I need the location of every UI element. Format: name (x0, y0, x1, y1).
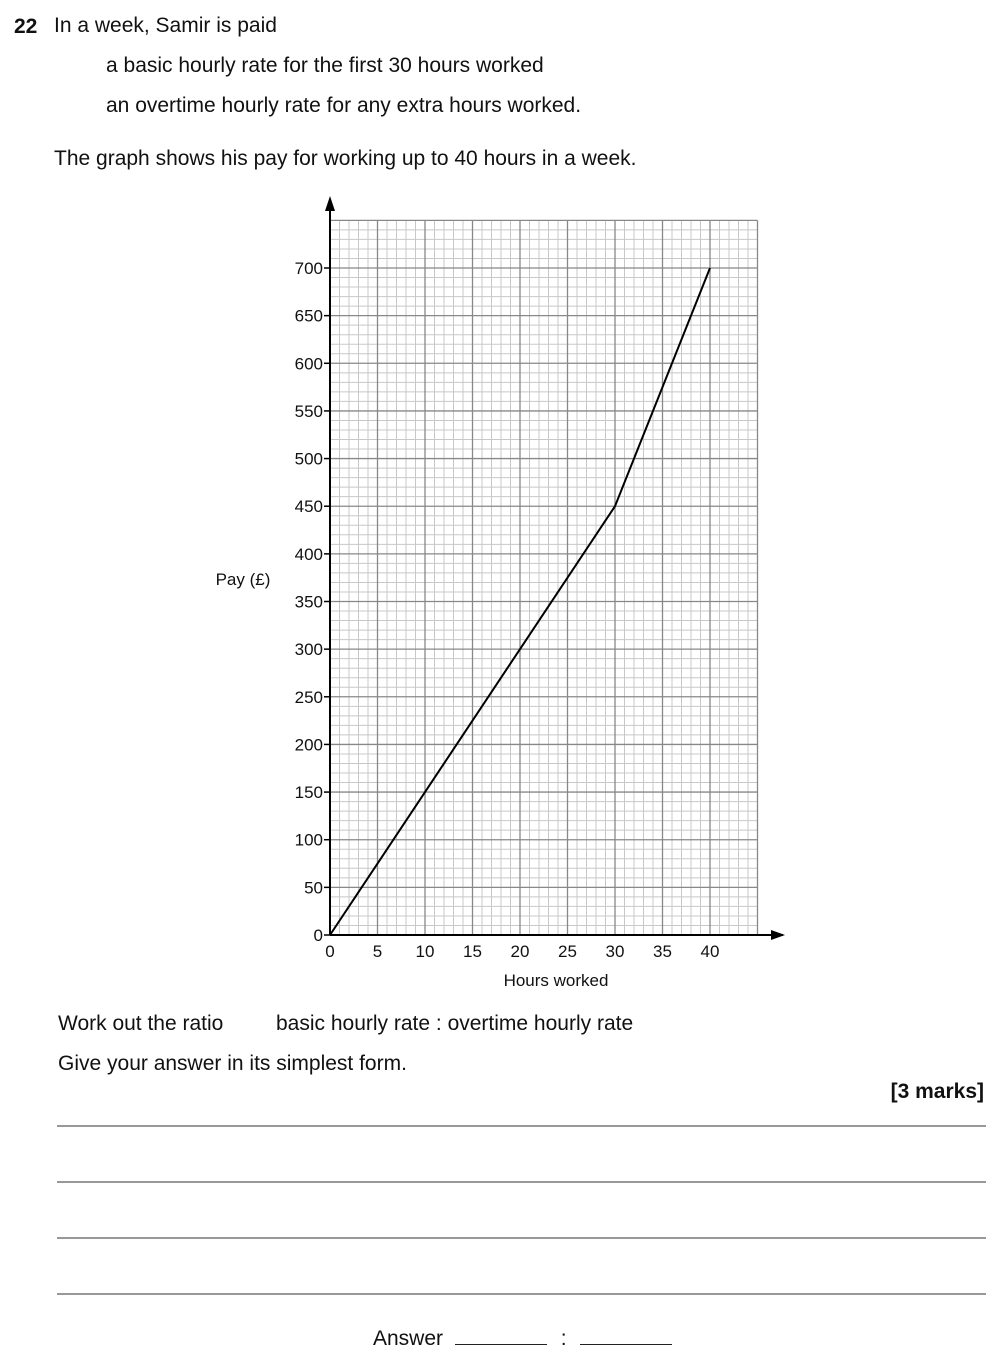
graph-intro: The graph shows his pay for working up t… (54, 147, 637, 170)
y-tick-label: 350 (295, 593, 323, 612)
task-prefix: Work out the ratio (58, 1012, 224, 1035)
answer-blank-overtime[interactable] (580, 1326, 673, 1345)
condition-basic-rate: a basic hourly rate for the first 30 hou… (106, 54, 544, 77)
marks-label: [3 marks] (890, 1080, 984, 1103)
y-tick-label: 250 (295, 688, 323, 707)
x-axis-label: Hours worked (504, 971, 609, 990)
answer-row: Answer : (373, 1326, 673, 1351)
y-tick-label: 700 (295, 259, 323, 278)
question-number: 22 (14, 15, 38, 38)
y-tick-label: 0 (314, 926, 323, 945)
y-tick-label: 150 (295, 783, 323, 802)
y-tick-label: 550 (295, 402, 323, 421)
x-tick-label: 5 (373, 942, 382, 961)
y-tick-label: 50 (304, 878, 323, 897)
working-line (57, 1237, 986, 1239)
condition-overtime-rate: an overtime hourly rate for any extra ho… (106, 94, 582, 117)
y-axis-label: Pay (£) (216, 570, 271, 589)
answer-label: Answer (373, 1327, 444, 1350)
x-tick-label: 35 (653, 942, 672, 961)
y-axis-arrow-icon (325, 196, 335, 211)
x-tick-label: 40 (701, 942, 720, 961)
x-tick-label: 30 (606, 942, 625, 961)
x-tick-label: 0 (325, 942, 334, 961)
working-line (57, 1125, 986, 1127)
y-tick-label: 650 (295, 307, 323, 326)
task-ratio: basic hourly rate : overtime hourly rate (276, 1012, 634, 1035)
working-line (57, 1293, 986, 1295)
x-tick-label: 20 (511, 942, 530, 961)
x-tick-label: 10 (416, 942, 435, 961)
answer-blank-basic[interactable] (454, 1326, 547, 1345)
y-tick-label: 300 (295, 640, 323, 659)
pay-graph: 0 5 10 15 20 25 30 35 40050100150200250300350400… (216, 196, 785, 990)
y-tick-label: 400 (295, 545, 323, 564)
task-simplest-form: Give your answer in its simplest form. (58, 1052, 407, 1075)
answer-separator: : (560, 1327, 567, 1350)
x-axis-arrow-icon (771, 930, 785, 940)
y-tick-label: 500 (295, 450, 323, 469)
working-line (57, 1181, 986, 1183)
y-tick-label: 450 (295, 497, 323, 516)
y-tick-label: 600 (295, 354, 323, 373)
y-tick-label: 200 (295, 735, 323, 754)
x-tick-label: 15 (463, 942, 482, 961)
x-tick-label: 25 (558, 942, 577, 961)
question-intro: In a week, Samir is paid (54, 14, 277, 37)
pay-line (329, 267, 711, 936)
y-tick-label: 100 (295, 831, 323, 850)
